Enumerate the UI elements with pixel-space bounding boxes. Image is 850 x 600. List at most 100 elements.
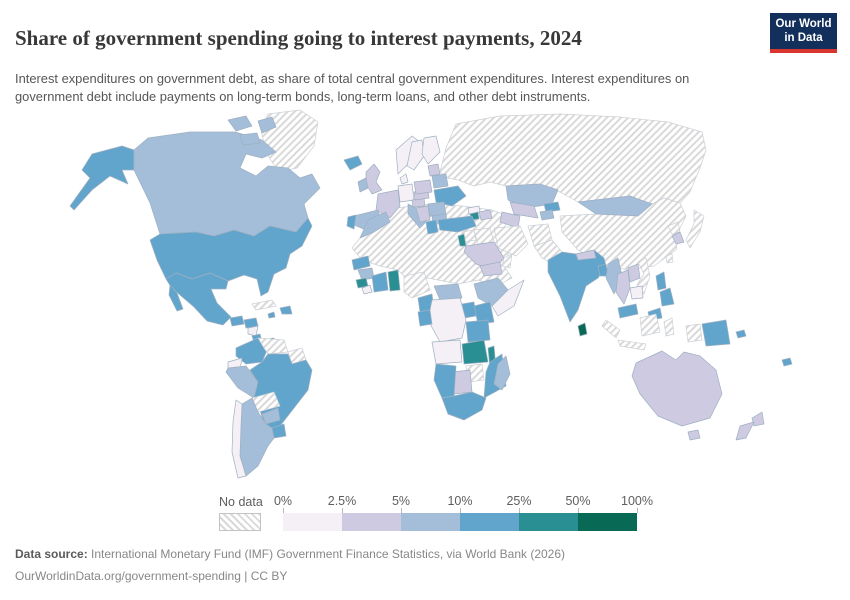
country-sri-lanka[interactable]: [577, 322, 588, 337]
country-ukraine[interactable]: [433, 185, 467, 207]
country-oman[interactable]: [501, 253, 513, 269]
country-solomon-islands[interactable]: [735, 329, 747, 339]
license-text: | CC BY: [240, 569, 288, 584]
country-central-african-republic[interactable]: [433, 283, 463, 301]
country-namibia[interactable]: [433, 363, 457, 399]
country-belarus[interactable]: [431, 173, 449, 189]
country-hispaniola[interactable]: [279, 305, 293, 315]
country-sweden[interactable]: [406, 139, 425, 171]
country-jamaica[interactable]: [267, 311, 276, 319]
license-line: OurWorldinData.org/government-spending |…: [15, 565, 565, 587]
country-gabon[interactable]: [417, 309, 433, 327]
country-canada-arctic-island[interactable]: [227, 115, 253, 132]
country-portugal[interactable]: [346, 214, 357, 230]
country-guatemala[interactable]: [229, 315, 245, 327]
country-indonesia-sulawesi[interactable]: [663, 317, 675, 337]
country-kenya[interactable]: [473, 301, 495, 325]
country-philippines[interactable]: [655, 271, 667, 291]
country-papua-new-guinea[interactable]: [701, 319, 731, 347]
country-mongolia[interactable]: [577, 195, 653, 217]
country-mexico-baja[interactable]: [168, 284, 184, 312]
country-denmark[interactable]: [399, 173, 409, 185]
country-greece[interactable]: [425, 219, 439, 235]
country-yemen[interactable]: [479, 261, 503, 277]
country-iran[interactable]: [493, 225, 529, 257]
country-finland[interactable]: [421, 135, 441, 165]
country-madagascar[interactable]: [493, 355, 511, 391]
country-nepal[interactable]: [575, 249, 597, 261]
country-united-kingdom[interactable]: [365, 163, 383, 195]
country-south-africa[interactable]: [441, 391, 487, 421]
country-ghana[interactable]: [387, 269, 401, 292]
country-australia[interactable]: [631, 350, 723, 427]
country-japan[interactable]: [685, 209, 705, 249]
country-venezuela[interactable]: [257, 337, 289, 355]
country-romania[interactable]: [427, 201, 447, 217]
region-baltic-states[interactable]: [427, 163, 441, 177]
country-canada-arctic-island[interactable]: [239, 132, 261, 146]
country-mexico[interactable]: [165, 272, 232, 326]
legend-bin-50-100[interactable]: [578, 513, 637, 531]
country-philippines[interactable]: [659, 287, 675, 307]
country-poland[interactable]: [413, 179, 433, 195]
country-fiji[interactable]: [781, 357, 793, 367]
country-laos[interactable]: [627, 263, 641, 283]
country-indonesia-papua[interactable]: [685, 323, 703, 343]
country-azerbaijan[interactable]: [478, 209, 493, 221]
country-canada-arctic-island[interactable]: [257, 116, 277, 134]
country-zambia[interactable]: [461, 339, 489, 365]
country-indonesia-sumatra[interactable]: [601, 319, 621, 339]
country-cuba[interactable]: [251, 299, 277, 311]
country-france[interactable]: [375, 189, 401, 219]
country-new-zealand[interactable]: [751, 411, 765, 427]
country-south-korea[interactable]: [671, 231, 685, 245]
country-nigeria[interactable]: [403, 271, 431, 299]
country-germany[interactable]: [397, 183, 415, 203]
country-cambodia[interactable]: [629, 285, 644, 300]
country-tanzania[interactable]: [465, 319, 491, 343]
country-senegal[interactable]: [351, 255, 371, 271]
country-angola[interactable]: [431, 339, 463, 365]
country-dr-congo[interactable]: [427, 297, 467, 343]
country-iraq[interactable]: [473, 227, 495, 245]
country-tajikistan[interactable]: [539, 209, 555, 221]
legend-bin-2.5-5[interactable]: [342, 513, 401, 531]
country-new-zealand[interactable]: [735, 421, 755, 441]
country-usa-alaska[interactable]: [69, 145, 135, 211]
legend-bin-5-10[interactable]: [401, 513, 460, 531]
legend-tick-label: 0%: [273, 494, 293, 508]
chart-subtitle: Interest expenditures on government debt…: [15, 70, 690, 105]
country-taiwan[interactable]: [665, 253, 674, 264]
country-chile[interactable]: [231, 399, 247, 479]
country-ireland[interactable]: [357, 177, 369, 193]
country-australia-tasmania[interactable]: [687, 429, 701, 441]
country-kyrgyzstan[interactable]: [543, 201, 561, 213]
legend-no-data-swatch[interactable]: [219, 513, 261, 531]
country-india[interactable]: [547, 249, 607, 323]
country-thailand[interactable]: [615, 269, 631, 305]
country-turkey[interactable]: [437, 215, 477, 233]
country-liberia[interactable]: [361, 284, 373, 295]
country-malaysia[interactable]: [617, 303, 639, 319]
country-somalia[interactable]: [491, 279, 525, 317]
country-uzbekistan[interactable]: [509, 201, 539, 219]
owid-url-link[interactable]: OurWorldinData.org/government-spending: [15, 569, 241, 584]
country-vietnam[interactable]: [636, 257, 651, 295]
legend-tick-label: 10%: [447, 494, 473, 508]
country-brazil[interactable]: [249, 353, 313, 431]
country-indonesia-borneo[interactable]: [639, 313, 661, 337]
legend-bin-25-50[interactable]: [519, 513, 578, 531]
country-cote-divoire[interactable]: [371, 271, 389, 293]
owid-logo[interactable]: Our World in Data: [770, 13, 837, 53]
country-morocco[interactable]: [359, 211, 391, 239]
legend-bin-0-2.5[interactable]: [283, 513, 342, 531]
country-iceland[interactable]: [343, 155, 363, 171]
country-nicaragua[interactable]: [247, 325, 259, 337]
country-indonesia-java[interactable]: [617, 339, 647, 351]
country-russia[interactable]: [439, 113, 707, 205]
legend-bin-10-25[interactable]: [460, 513, 519, 531]
region-balkans[interactable]: [415, 205, 431, 223]
country-paraguay[interactable]: [261, 407, 281, 425]
data-source-label: Data source:: [15, 547, 88, 561]
